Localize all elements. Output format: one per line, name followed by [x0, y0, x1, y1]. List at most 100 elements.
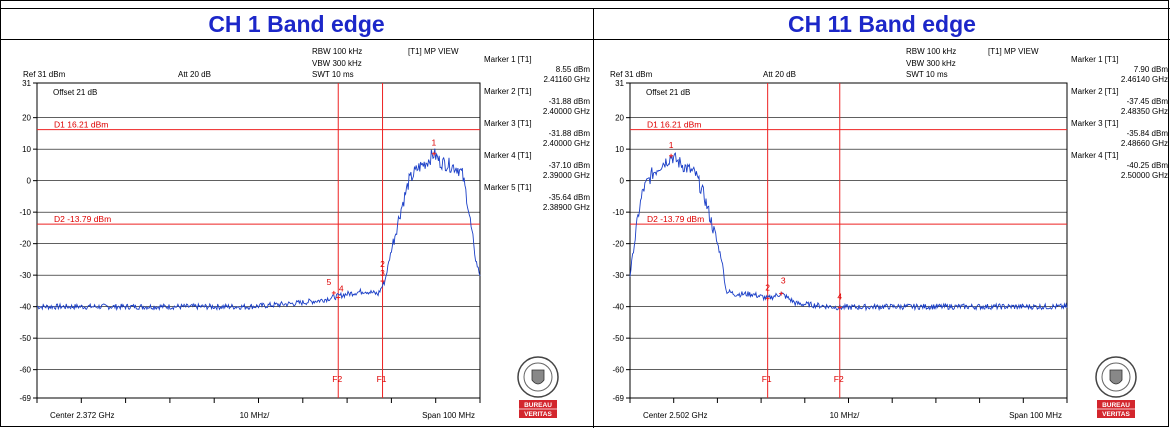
panel-1-marker-readout-level: -37.10 dBm — [549, 161, 591, 170]
panel-2-logo-shield-icon — [1109, 369, 1123, 385]
panel-divider — [593, 8, 594, 428]
panel-1-y-tick-label: 0 — [27, 177, 32, 186]
panel-1-y-tick-label: 10 — [22, 145, 31, 154]
panel-2-marker-4-label: 4 — [837, 291, 842, 301]
panel-2-plot-area — [629, 82, 1068, 399]
panel-1-y-tick-label: 31 — [22, 79, 31, 88]
panel-2-y-tick-label: -30 — [612, 271, 624, 280]
panel-2-marker-3-label: 3 — [781, 276, 786, 286]
panel-2-marker-readout-level: -35.84 dBm — [1127, 129, 1169, 138]
panel-1-marker-3-label: 3 — [380, 268, 385, 278]
panel-2-y-tick-label: -50 — [612, 334, 624, 343]
panel-1-marker-5-label: 5 — [326, 277, 331, 287]
panel-1-marker-2-label: 2 — [380, 259, 385, 269]
panel-1-marker-readout-label: Marker 2 [T1] — [484, 87, 532, 96]
panel-1-span-label: Span 100 MHz — [422, 411, 475, 420]
panel-1-att-label: Att 20 dB — [178, 70, 211, 79]
panel-2-marker-readout-freq: 2.48660 GHz — [1121, 139, 1168, 148]
panel-1-marker-readout-freq: 2.40000 GHz — [543, 107, 590, 116]
panel-1-div-label: 10 MHz/ — [240, 411, 271, 420]
panel-2-ref-label: Ref 31 dBm — [610, 70, 653, 79]
panel-1-marker-readout-level: -31.88 dBm — [549, 129, 591, 138]
panel-2-marker-readout-freq: 2.48350 GHz — [1121, 107, 1168, 116]
panel-1-marker-readout-label: Marker 3 [T1] — [484, 119, 532, 128]
panel-2-trace-line — [629, 152, 1068, 312]
panel-2-y-tick-label: 0 — [620, 177, 625, 186]
panel-2-marker-readout-label: Marker 1 [T1] — [1071, 55, 1119, 64]
panel-2-marker-readout-level: -37.45 dBm — [1127, 97, 1169, 106]
panel-1-y-tick-label: -20 — [19, 240, 31, 249]
panel-2-marker-readout-label: Marker 2 [T1] — [1071, 87, 1119, 96]
panel-2-y-tick-label: 31 — [615, 79, 624, 88]
panel-2-offset-label: Offset 21 dB — [646, 88, 690, 97]
panel-2-mode-label: [T1] MP VIEW — [988, 47, 1039, 56]
panel-1-vbw-label: VBW 300 kHz — [312, 59, 362, 68]
panel-2-y-tick-label: -10 — [612, 208, 624, 217]
panel-1-marker-readout-freq: 2.40000 GHz — [543, 139, 590, 148]
panel-2-span-label: Span 100 MHz — [1009, 411, 1062, 420]
panel-1-freq-line-label: F2 — [332, 374, 342, 384]
panel-1-logo-top-text: BUREAU — [524, 402, 552, 409]
panel-2-center-label: Center 2.502 GHz — [643, 411, 707, 420]
panel-2-marker-readout-level: -40.25 dBm — [1127, 161, 1169, 170]
panel-2-att-label: Att 20 dB — [763, 70, 796, 79]
panel-1-marker-1-label: 1 — [432, 138, 437, 148]
panel-2-display-line-label: D2 -13.79 dBm — [647, 214, 704, 224]
panel-1-marker-readout-level: -31.88 dBm — [549, 97, 591, 106]
panel-2-y-tick-label: 20 — [615, 114, 624, 123]
panel-2-y-tick-label: 10 — [615, 145, 624, 154]
panel-2-marker-readout-level: 7.90 dBm — [1134, 65, 1169, 74]
panel-2-y-tick-label: -20 — [612, 240, 624, 249]
panel-2-y-tick-label: -60 — [612, 366, 624, 375]
panel-1-logo-shield-icon — [531, 369, 545, 385]
panel-1-offset-label: Offset 21 dB — [53, 88, 97, 97]
panel-1-y-tick-label: -69 — [19, 394, 31, 403]
panel-2-marker-2-label: 2 — [765, 283, 770, 293]
panel-1-swt-label: SWT 10 ms — [312, 70, 354, 79]
header-row — [0, 8, 1170, 40]
panel-1-marker-readout-freq: 2.41160 GHz — [543, 75, 590, 84]
panel-1-marker-readout-level: 8.55 dBm — [556, 65, 591, 74]
panel-1-center-label: Center 2.372 GHz — [50, 411, 114, 420]
panel-2-display-line-label: D1 16.21 dBm — [647, 120, 701, 130]
panel-1-y-tick-label: 20 — [22, 114, 31, 123]
panel-1-ref-label: Ref 31 dBm — [23, 70, 66, 79]
panel-1-y-tick-label: -30 — [19, 271, 31, 280]
panel-1-marker-readout-freq: 2.38900 GHz — [543, 203, 590, 212]
panel-1-marker-4-label: 4 — [339, 284, 344, 294]
panel-2-header: CH 11 Band edge — [788, 11, 976, 37]
panel-1-marker-readout-label: Marker 1 [T1] — [484, 55, 532, 64]
panel-2-swt-label: SWT 10 ms — [906, 70, 948, 79]
panel-2-freq-line-label: F2 — [834, 374, 844, 384]
panel-1-plot-area — [36, 82, 481, 399]
panel-1-freq-line-label: F1 — [377, 374, 387, 384]
panel-1-display-line-label: D2 -13.79 dBm — [54, 214, 111, 224]
panel-1-logo-bottom-text: VERITAS — [524, 411, 552, 418]
panel-2-marker-readout-freq: 2.50000 GHz — [1121, 171, 1168, 180]
panel-2-marker-readout-label: Marker 3 [T1] — [1071, 119, 1119, 128]
panel-2-y-tick-label: -40 — [612, 303, 624, 312]
panel-1-marker-readout-label: Marker 4 [T1] — [484, 151, 532, 160]
panel-2-marker-1-label: 1 — [669, 140, 674, 150]
panel-1-rbw-label: RBW 100 kHz — [312, 47, 362, 56]
panel-1-y-tick-label: -60 — [19, 366, 31, 375]
panel-2-rbw-label: RBW 100 kHz — [906, 47, 956, 56]
panel-2-freq-line-label: F1 — [762, 374, 772, 384]
panel-1-display-line-label: D1 16.21 dBm — [54, 120, 108, 130]
panel-2-y-tick-label: -69 — [612, 394, 624, 403]
panel-2-div-label: 10 MHz/ — [830, 411, 861, 420]
panel-2-vbw-label: VBW 300 kHz — [906, 59, 956, 68]
panel-1-marker-readout-level: -35.64 dBm — [549, 193, 591, 202]
panel-1-y-tick-label: -50 — [19, 334, 31, 343]
panel-1-y-tick-label: -10 — [19, 208, 31, 217]
panel-1-marker-readout-freq: 2.39000 GHz — [543, 171, 590, 180]
panel-1-mode-label: [T1] MP VIEW — [408, 47, 459, 56]
panel-2-marker-readout-freq: 2.46140 GHz — [1121, 75, 1168, 84]
panel-2-logo-top-text: BUREAU — [1102, 402, 1130, 409]
panel-1-trace-line — [36, 148, 481, 311]
panel-1-header: CH 1 Band edge — [208, 11, 385, 37]
panel-1-marker-readout-label: Marker 5 [T1] — [484, 183, 532, 192]
panel-2-marker-readout-label: Marker 4 [T1] — [1071, 151, 1119, 160]
